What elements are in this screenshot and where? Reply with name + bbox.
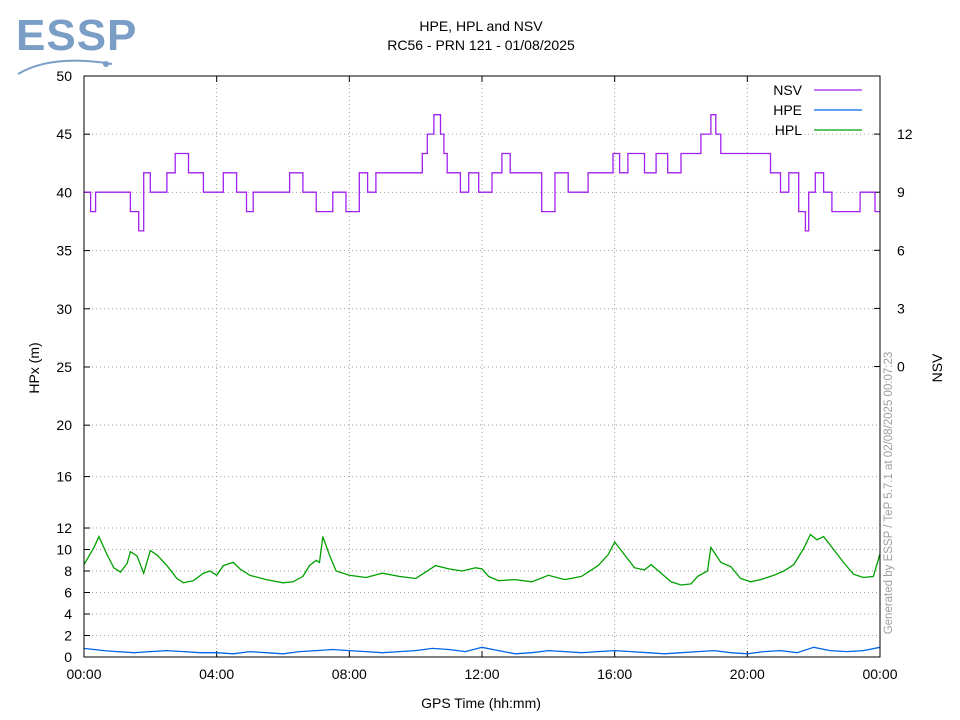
series-layer bbox=[83, 114, 881, 655]
x-tick-label: 12:00 bbox=[464, 666, 499, 682]
chart-subtitle: RC56 - PRN 121 - 01/08/2025 bbox=[387, 37, 575, 53]
y-axis-label: HPx (m) bbox=[26, 342, 42, 393]
y2-tick-label: 12 bbox=[897, 126, 913, 142]
series-nsv-line bbox=[84, 114, 880, 232]
x-tick-label: 00:00 bbox=[66, 666, 101, 682]
logo-text: ESSP bbox=[16, 11, 138, 60]
y-tick-label: 20 bbox=[56, 417, 72, 433]
series-hpl-line bbox=[83, 533, 881, 586]
y-tick-label: 45 bbox=[56, 126, 72, 142]
y-tick-label: 35 bbox=[56, 243, 72, 259]
y-tick-label: 40 bbox=[56, 184, 72, 200]
legend-label-nsv: NSV bbox=[773, 82, 802, 98]
y-tick-label: 10 bbox=[56, 542, 72, 558]
y2-tick-label: 3 bbox=[897, 300, 905, 316]
y-tick-label: 25 bbox=[56, 359, 72, 375]
axis-ticks: 00:00 04:00 08:00 12:00 16:00 20:00 00:0002468… bbox=[56, 68, 912, 682]
x-tick-label: 20:00 bbox=[730, 666, 765, 682]
x-tick-label: 16:00 bbox=[597, 666, 632, 682]
logo-swoosh-icon bbox=[17, 59, 113, 75]
legend: NSV HPE HPL bbox=[773, 82, 862, 138]
y-tick-label: 2 bbox=[64, 628, 72, 644]
legend-label-hpe: HPE bbox=[773, 102, 802, 118]
y-tick-label: 50 bbox=[56, 68, 72, 84]
y-tick-label: 16 bbox=[56, 469, 72, 485]
y-tick-label: 8 bbox=[64, 563, 72, 579]
plot-frame bbox=[83, 75, 881, 658]
series-hpe-line bbox=[83, 646, 881, 655]
generated-by-footer: Generated by ESSP / TeP 5.7.1 at 02/08/2… bbox=[883, 352, 895, 635]
y2-axis-label: NSV bbox=[929, 353, 945, 382]
y-tick-label: 6 bbox=[64, 585, 72, 601]
chart-title: HPE, HPL and NSV bbox=[419, 18, 543, 34]
legend-label-hpl: HPL bbox=[775, 122, 802, 138]
y-tick-label: 0 bbox=[64, 649, 72, 665]
y-tick-label: 12 bbox=[56, 520, 72, 536]
y-tick-label: 4 bbox=[64, 606, 72, 622]
x-tick-label: 04:00 bbox=[199, 666, 234, 682]
x-tick-label: 08:00 bbox=[332, 666, 367, 682]
y2-tick-label: 0 bbox=[897, 359, 905, 375]
y-tick-label: 30 bbox=[56, 301, 72, 317]
y2-tick-label: 6 bbox=[897, 242, 905, 258]
essp-logo: ESSP bbox=[12, 12, 136, 78]
x-tick-label: 00:00 bbox=[862, 666, 897, 682]
y2-tick-label: 9 bbox=[897, 184, 905, 200]
x-axis-label: GPS Time (hh:mm) bbox=[421, 695, 541, 711]
